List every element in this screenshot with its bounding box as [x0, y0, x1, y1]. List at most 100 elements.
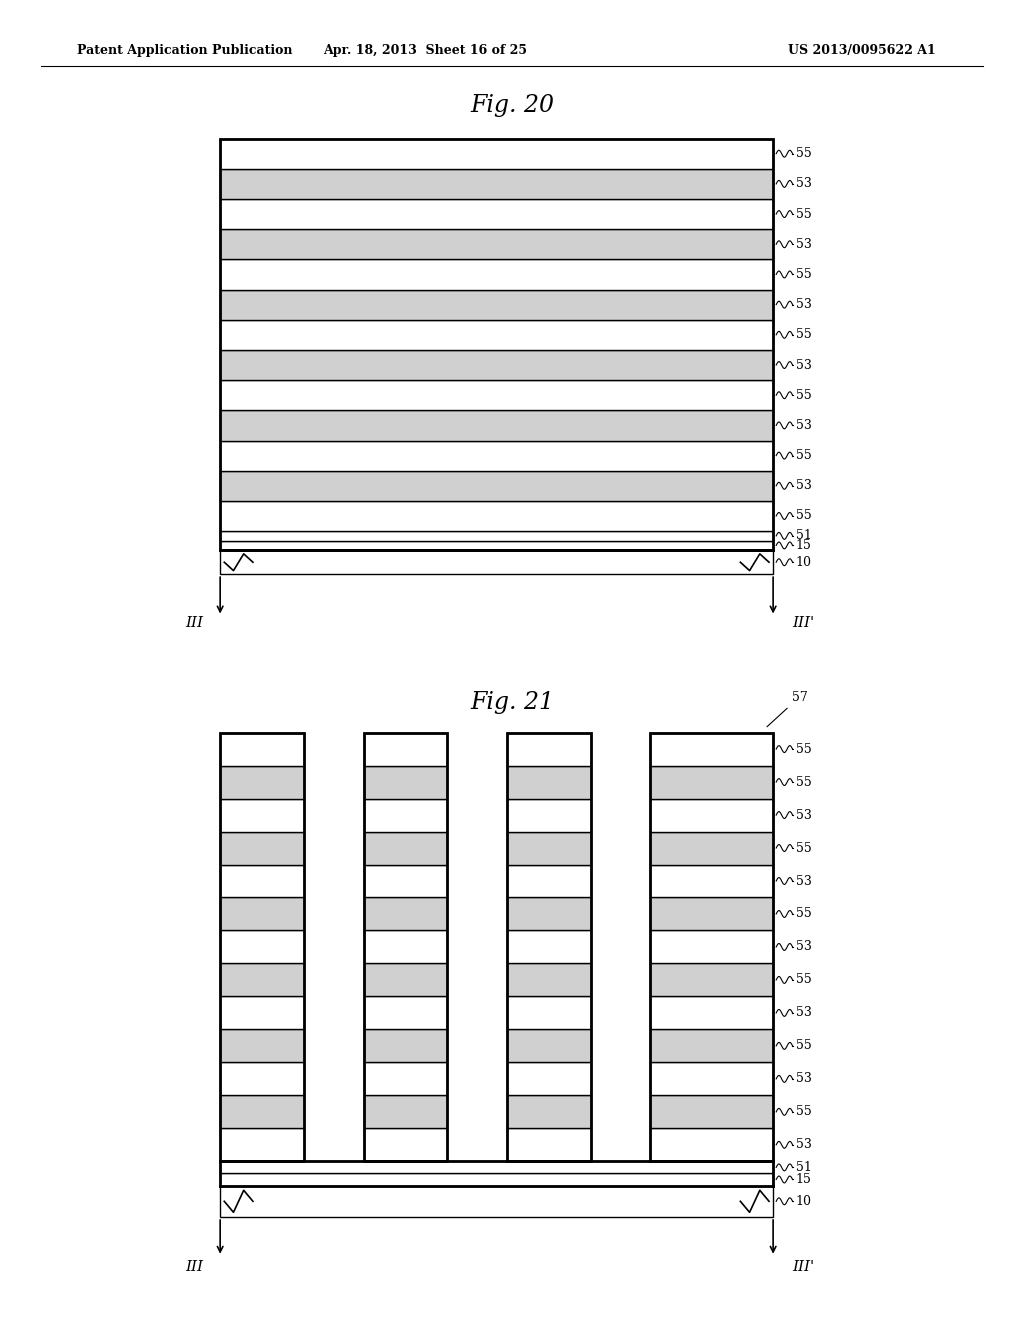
Text: Fig. 21: Fig. 21 — [470, 690, 554, 714]
Bar — [364, 1030, 447, 1063]
Text: 53: 53 — [796, 940, 812, 953]
Bar — [507, 766, 591, 799]
Text: 55: 55 — [796, 1039, 811, 1052]
Bar — [364, 1063, 447, 1096]
Bar — [650, 1129, 773, 1162]
Bar — [220, 471, 773, 500]
Bar — [220, 733, 304, 766]
Text: 55: 55 — [796, 743, 811, 755]
Text: 10: 10 — [796, 556, 812, 569]
Bar — [220, 411, 773, 441]
Bar — [364, 964, 447, 997]
Text: 53: 53 — [796, 875, 812, 887]
Text: 57: 57 — [767, 690, 807, 727]
Text: Patent Application Publication: Patent Application Publication — [77, 44, 292, 57]
Text: 53: 53 — [796, 418, 812, 432]
Text: 55: 55 — [796, 842, 811, 854]
Bar — [650, 865, 773, 898]
Text: 51: 51 — [796, 529, 812, 543]
Bar — [650, 733, 773, 1162]
Bar — [364, 799, 447, 832]
Text: 15: 15 — [796, 539, 812, 552]
Text: 55: 55 — [796, 268, 811, 281]
Text: 51: 51 — [796, 1160, 812, 1173]
Text: 53: 53 — [796, 809, 812, 821]
Text: 53: 53 — [796, 1138, 812, 1151]
Text: 53: 53 — [796, 479, 812, 492]
Text: 53: 53 — [796, 298, 812, 312]
Text: III': III' — [793, 616, 815, 630]
Bar — [220, 733, 304, 1162]
Text: Fig. 20: Fig. 20 — [470, 94, 554, 117]
Bar — [220, 541, 773, 550]
Bar — [650, 766, 773, 799]
Text: 55: 55 — [796, 776, 811, 788]
Bar — [220, 139, 773, 169]
Bar — [220, 799, 304, 832]
Bar — [220, 1030, 304, 1063]
Bar — [220, 997, 304, 1030]
Bar — [650, 1030, 773, 1063]
Bar — [507, 1030, 591, 1063]
Bar — [220, 1162, 773, 1173]
Bar — [220, 1129, 304, 1162]
Bar — [220, 500, 773, 531]
Text: 55: 55 — [796, 449, 811, 462]
Bar — [220, 865, 304, 898]
Bar — [650, 1063, 773, 1096]
Text: 53: 53 — [796, 1072, 812, 1085]
Bar — [364, 1096, 447, 1129]
Bar — [364, 931, 447, 964]
Text: 55: 55 — [796, 510, 811, 523]
Text: 55: 55 — [796, 207, 811, 220]
Bar — [507, 799, 591, 832]
Bar — [507, 733, 591, 766]
Bar — [220, 350, 773, 380]
Bar — [220, 1096, 304, 1129]
Text: 53: 53 — [796, 177, 812, 190]
Text: III: III — [185, 616, 204, 630]
Bar — [507, 898, 591, 931]
Bar — [220, 1185, 773, 1217]
Bar — [220, 230, 773, 259]
Bar — [507, 964, 591, 997]
Bar — [220, 289, 773, 319]
Text: US 2013/0095622 A1: US 2013/0095622 A1 — [788, 44, 936, 57]
Bar — [507, 931, 591, 964]
Bar — [650, 733, 773, 766]
Bar — [220, 931, 304, 964]
Bar — [507, 1129, 591, 1162]
Bar — [220, 898, 304, 931]
Bar — [650, 799, 773, 832]
Bar — [364, 1129, 447, 1162]
Bar — [220, 139, 773, 550]
Text: 55: 55 — [796, 329, 811, 342]
Bar — [650, 832, 773, 865]
Bar — [650, 1096, 773, 1129]
Text: 55: 55 — [796, 907, 811, 920]
Bar — [650, 964, 773, 997]
Text: 53: 53 — [796, 1006, 812, 1019]
Text: III: III — [185, 1261, 204, 1274]
Text: 15: 15 — [796, 1173, 812, 1185]
Bar — [220, 766, 304, 799]
Text: Apr. 18, 2013  Sheet 16 of 25: Apr. 18, 2013 Sheet 16 of 25 — [323, 44, 527, 57]
Bar — [507, 733, 591, 1162]
Bar — [220, 531, 773, 541]
Bar — [507, 1096, 591, 1129]
Text: 55: 55 — [796, 148, 811, 160]
Text: 55: 55 — [796, 973, 811, 986]
Text: 53: 53 — [796, 359, 812, 371]
Bar — [364, 766, 447, 799]
Text: 53: 53 — [796, 238, 812, 251]
Bar — [364, 898, 447, 931]
Bar — [507, 1063, 591, 1096]
Text: III': III' — [793, 1261, 815, 1274]
Text: 55: 55 — [796, 388, 811, 401]
Bar — [220, 441, 773, 471]
Bar — [220, 169, 773, 199]
Bar — [364, 997, 447, 1030]
Bar — [220, 259, 773, 289]
Bar — [364, 865, 447, 898]
Bar — [650, 997, 773, 1030]
